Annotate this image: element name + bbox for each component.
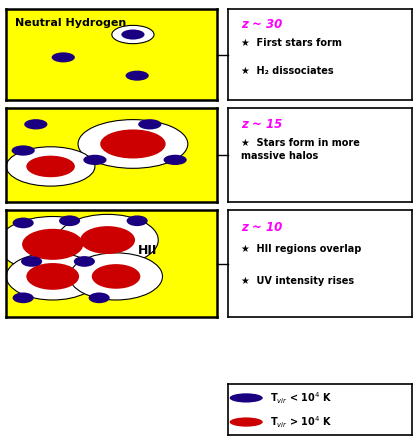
Text: ★  First stars form: ★ First stars form	[241, 38, 342, 48]
Circle shape	[6, 253, 99, 300]
Text: z ~ 10: z ~ 10	[241, 221, 282, 234]
Text: ★  HII regions overlap: ★ HII regions overlap	[241, 244, 361, 254]
Circle shape	[78, 120, 188, 168]
Text: z ~ 15: z ~ 15	[241, 118, 282, 131]
Circle shape	[229, 393, 263, 403]
Circle shape	[13, 293, 34, 303]
Text: ★  UV intensity rises: ★ UV intensity rises	[241, 277, 354, 286]
Circle shape	[112, 25, 154, 44]
Circle shape	[89, 293, 110, 303]
Circle shape	[100, 129, 166, 158]
Circle shape	[24, 119, 47, 129]
Circle shape	[57, 215, 158, 266]
Circle shape	[127, 215, 148, 226]
Circle shape	[26, 263, 79, 290]
Text: T$_{vir}$ < 10$^4$ K: T$_{vir}$ < 10$^4$ K	[270, 390, 332, 406]
Circle shape	[125, 70, 149, 81]
Circle shape	[229, 417, 263, 427]
Circle shape	[138, 119, 161, 129]
Circle shape	[52, 52, 75, 62]
Circle shape	[163, 155, 187, 165]
Circle shape	[13, 218, 34, 228]
Circle shape	[12, 145, 35, 156]
Circle shape	[26, 156, 75, 177]
Text: ★  Stars form in more
massive halos: ★ Stars form in more massive halos	[241, 138, 359, 161]
Circle shape	[83, 155, 107, 165]
Circle shape	[59, 215, 80, 226]
Text: Neutral Hydrogen: Neutral Hydrogen	[15, 18, 126, 28]
Text: T$_{vir}$ > 10$^4$ K: T$_{vir}$ > 10$^4$ K	[270, 414, 332, 430]
Circle shape	[22, 229, 83, 260]
Circle shape	[121, 29, 145, 40]
Text: z ~ 30: z ~ 30	[241, 18, 282, 31]
Circle shape	[92, 264, 140, 289]
Circle shape	[6, 147, 95, 186]
Circle shape	[80, 226, 135, 254]
Text: HII: HII	[138, 244, 158, 257]
Circle shape	[21, 256, 42, 267]
Circle shape	[0, 216, 107, 272]
Circle shape	[69, 253, 163, 300]
Circle shape	[74, 256, 95, 267]
Text: ★  H₂ dissociates: ★ H₂ dissociates	[241, 66, 333, 76]
